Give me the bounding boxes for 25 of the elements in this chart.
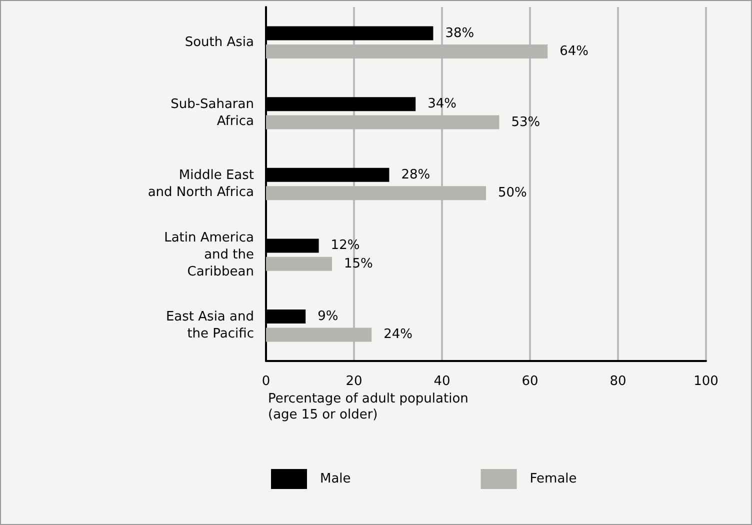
legend-label: Female xyxy=(530,472,577,486)
bar xyxy=(266,256,332,271)
data-label: 9% xyxy=(318,309,338,324)
legend-label: Male xyxy=(320,472,351,486)
x-tick-label: 20 xyxy=(346,374,362,389)
data-label: 28% xyxy=(401,167,430,182)
data-label: 15% xyxy=(344,256,373,272)
data-label: 12% xyxy=(330,238,360,254)
data-label: 38% xyxy=(445,26,474,41)
y-tick-label: Latin America and the Caribbean xyxy=(164,230,254,280)
x-tick-label: 40 xyxy=(434,374,450,389)
x-tick-label: 0 xyxy=(262,374,270,389)
x-tick-label: 80 xyxy=(610,374,626,389)
data-label: 24% xyxy=(384,327,413,342)
y-tick-label: East Asia and the Pacific xyxy=(166,310,254,342)
y-tick-label: Sub-Saharan Africa xyxy=(170,97,254,130)
y-tick-label: South Asia xyxy=(184,34,254,50)
data-label: 64% xyxy=(560,44,589,59)
y-tick-label: Middle East and North Africa xyxy=(148,168,254,200)
data-label: 50% xyxy=(498,186,527,201)
x-axis-title: Percentage of adult population (age 15 or older) xyxy=(268,392,468,422)
data-label: 53% xyxy=(511,114,540,130)
x-tick-label: 100 xyxy=(694,374,718,389)
data-label: 34% xyxy=(428,96,457,112)
x-tick-label: 60 xyxy=(522,374,538,389)
